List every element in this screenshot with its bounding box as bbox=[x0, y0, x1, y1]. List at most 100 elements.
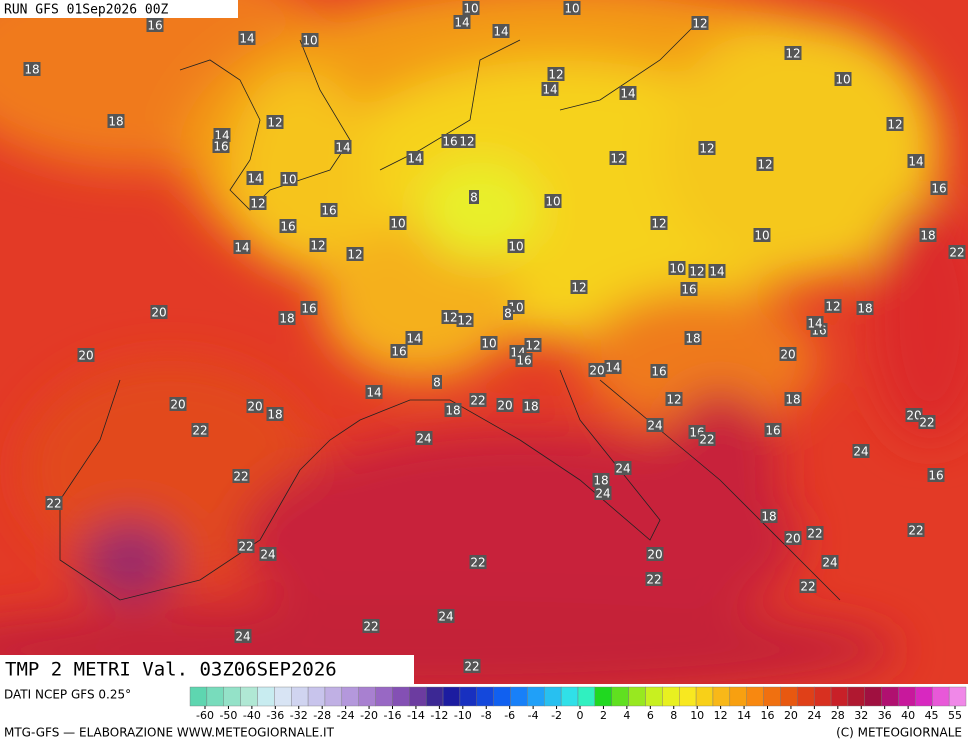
label-box bbox=[609, 151, 627, 165]
label-box bbox=[233, 240, 251, 254]
temperature-label: 12 bbox=[548, 68, 563, 82]
label-box bbox=[503, 306, 513, 320]
temperature-label: 18 bbox=[24, 63, 39, 77]
label-box bbox=[856, 301, 874, 315]
label-box bbox=[799, 579, 817, 593]
colorbar-tick-label: -40 bbox=[243, 709, 261, 722]
temperature-label: 14 bbox=[407, 152, 422, 166]
colorbar-swatch bbox=[409, 686, 427, 707]
temperature-label: 22 bbox=[470, 556, 485, 570]
colorbar-tick-label: -4 bbox=[528, 709, 539, 722]
temperature-label: 10 bbox=[564, 2, 579, 16]
temperature-label: 12 bbox=[610, 152, 625, 166]
label-box bbox=[930, 181, 948, 195]
colorbar: -60 -50 -40 -36 -32 -28 -24 -20 -16 -14 -12 -10 -8 -6… bbox=[189, 686, 967, 722]
colorbar-tick-label: 55 bbox=[948, 709, 962, 722]
colorbar-tick-label: 16 bbox=[761, 709, 775, 722]
temperature-label: 20 bbox=[497, 399, 512, 413]
label-box bbox=[646, 418, 664, 432]
label-box bbox=[458, 134, 476, 148]
label-box bbox=[441, 134, 459, 148]
label-box bbox=[541, 82, 559, 96]
label-box bbox=[463, 659, 481, 673]
label-box bbox=[232, 469, 250, 483]
temperature-label: 12 bbox=[457, 314, 472, 328]
colorbar-swatch bbox=[932, 686, 950, 707]
temperature-label: 14 bbox=[709, 265, 724, 279]
label-box bbox=[246, 399, 264, 413]
label-box bbox=[213, 128, 231, 142]
colorbar-swatch bbox=[695, 686, 714, 707]
label-box bbox=[406, 151, 424, 165]
label-box bbox=[362, 619, 380, 633]
colorbar-tick-label: -28 bbox=[313, 709, 331, 722]
temperature-label: 18 bbox=[685, 332, 700, 346]
label-box bbox=[547, 67, 565, 81]
temperature-label: 18 bbox=[593, 474, 608, 488]
temperature-label: 20 bbox=[780, 348, 795, 362]
temperature-label: 20 bbox=[170, 398, 185, 412]
colorbar-swatch bbox=[763, 686, 781, 707]
label-box bbox=[346, 247, 364, 261]
label-box bbox=[563, 1, 581, 15]
colorbar-swatch bbox=[442, 686, 461, 707]
field-title: TMP 2 METRI Val. 03Z06SEP2026 bbox=[5, 659, 337, 681]
colorbar-swatch bbox=[830, 686, 849, 707]
temperature-label: 20 bbox=[785, 532, 800, 546]
colorbar-swatch bbox=[206, 686, 224, 707]
temperature-label: 18 bbox=[523, 400, 538, 414]
colorbar-swatch bbox=[375, 686, 393, 707]
label-box bbox=[544, 194, 562, 208]
temperature-label: 24 bbox=[595, 487, 610, 501]
label-box bbox=[432, 375, 442, 389]
temperature-label: 24 bbox=[438, 610, 453, 624]
temperature-label: 16 bbox=[301, 302, 316, 316]
temperature-label: 16 bbox=[931, 182, 946, 196]
temperature-label: 16 bbox=[765, 424, 780, 438]
colorbar-tick-label: -14 bbox=[407, 709, 425, 722]
temperature-label: 8 bbox=[504, 307, 512, 321]
label-box bbox=[469, 555, 487, 569]
temperature-label: 16 bbox=[280, 220, 295, 234]
label-box bbox=[824, 299, 842, 313]
label-box bbox=[646, 547, 664, 561]
temperature-label: 24 bbox=[235, 630, 250, 644]
temperature-label: 12 bbox=[459, 135, 474, 149]
label-box bbox=[365, 385, 383, 399]
temperature-label: 16 bbox=[681, 283, 696, 297]
colorbar-swatch bbox=[746, 686, 764, 707]
label-box bbox=[680, 282, 698, 296]
colorbar-tick-label: -36 bbox=[266, 709, 284, 722]
temperature-label: 10 bbox=[481, 337, 496, 351]
label-box bbox=[469, 190, 479, 204]
colorbar-swatch bbox=[274, 686, 292, 707]
colorbar-tick-label: 6 bbox=[647, 709, 654, 722]
label-box bbox=[234, 629, 252, 643]
temperature-label: 14 bbox=[908, 155, 923, 169]
colorbar-tick-label: 14 bbox=[737, 709, 751, 722]
colorbar-tick-label: -8 bbox=[481, 709, 492, 722]
colorbar-tick-label: 4 bbox=[623, 709, 630, 722]
label-box bbox=[456, 313, 474, 327]
label-box bbox=[688, 264, 706, 278]
label-box bbox=[886, 117, 904, 131]
temperature-label: 12 bbox=[310, 239, 325, 253]
label-box bbox=[107, 114, 125, 128]
temperature-label: 22 bbox=[233, 470, 248, 484]
label-box bbox=[852, 444, 870, 458]
temperature-label: 16 bbox=[928, 469, 943, 483]
temperature-label: 12 bbox=[689, 265, 704, 279]
temperature-label: 14 bbox=[493, 25, 508, 39]
temperature-label: 20 bbox=[151, 306, 166, 320]
colorbar-tick-label: -2 bbox=[551, 709, 562, 722]
colorbar-tick-label: -16 bbox=[384, 709, 402, 722]
label-box bbox=[169, 397, 187, 411]
colorbar-swatch bbox=[459, 686, 477, 707]
colorbar-swatch bbox=[544, 686, 562, 707]
label-box bbox=[279, 219, 297, 233]
colorbar-swatch bbox=[358, 686, 376, 707]
temperature-label: 10 bbox=[390, 217, 405, 231]
temperature-label: 8 bbox=[433, 376, 441, 390]
